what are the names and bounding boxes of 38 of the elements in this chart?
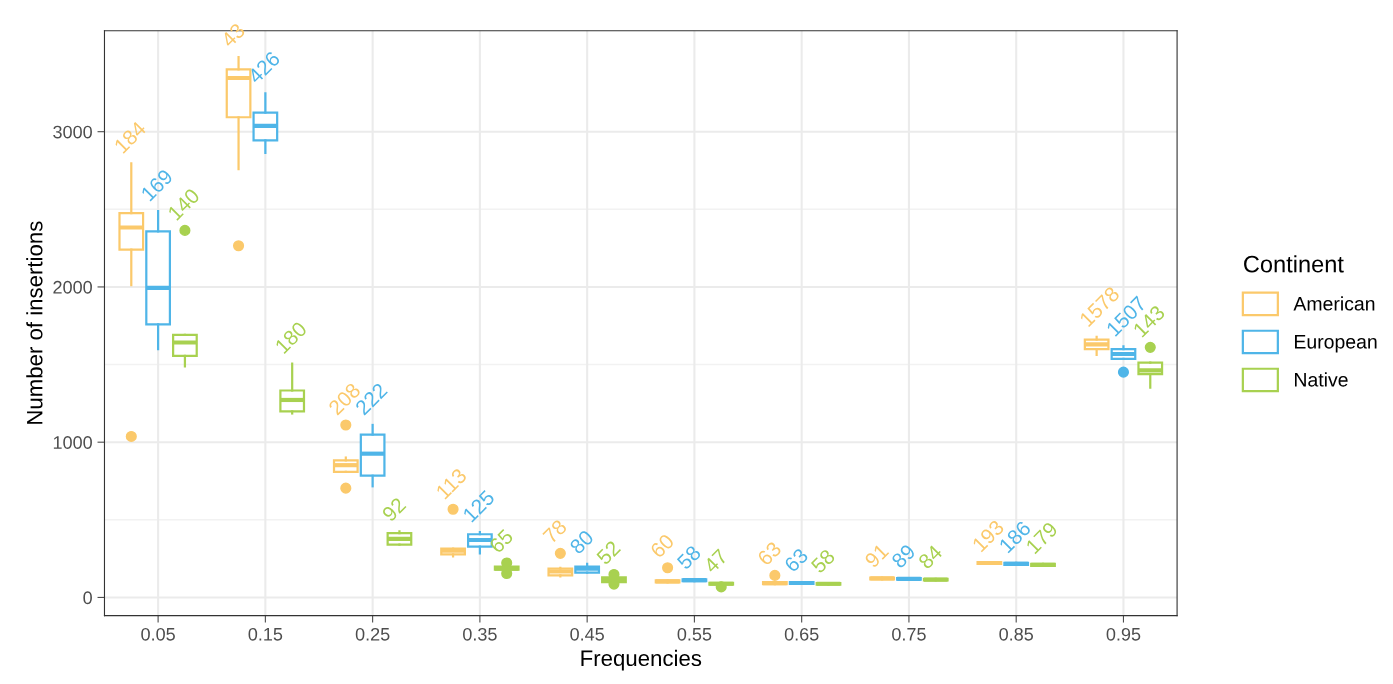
text: 78 [542,518,568,544]
x-tick-label: 0.85 [999,627,1034,641]
x-tick-label: 0.25 [355,627,390,641]
legend-label: Native [1295,372,1348,387]
x-tick-label: 0.55 [677,627,712,641]
x-tick-label: 0.35 [463,627,497,641]
text: 184 [113,120,147,154]
text: 84 [917,544,944,570]
y-tick-label: 2000 [53,280,92,294]
legend-title: Continent [1244,255,1344,273]
x-tick-label: 0.65 [784,627,819,641]
text: 89 [890,543,917,569]
text: 63 [756,540,783,567]
text: 91 [863,543,890,569]
text: 426 [246,50,281,85]
x-tick-label: 0.75 [892,627,926,641]
text: 58 [810,548,836,574]
x-tick-label: 0.95 [1106,627,1141,641]
legend-label: European [1295,335,1377,353]
y-tick-label: 1000 [53,436,92,449]
text: 43 [220,22,246,49]
y-tick-label: 3000 [53,125,92,139]
text: 63 [783,547,809,573]
x-tick-label: 0.05 [141,627,175,641]
text: 80 [568,529,595,555]
text: 47 [702,548,729,574]
x-axis-title: Frequencies [581,649,702,671]
text: 180 [274,320,308,354]
legend-label: American [1293,296,1375,311]
text: 52 [595,539,621,566]
text: 92 [381,496,407,523]
text: 58 [676,544,702,571]
x-tick-label: 0.15 [248,627,283,641]
y-tick-label: 0 [83,591,92,605]
x-tick-label: 0.45 [570,627,604,641]
y-axis-title: Number of insertions [26,221,43,424]
text: 60 [649,533,675,559]
text: 65 [488,528,514,554]
